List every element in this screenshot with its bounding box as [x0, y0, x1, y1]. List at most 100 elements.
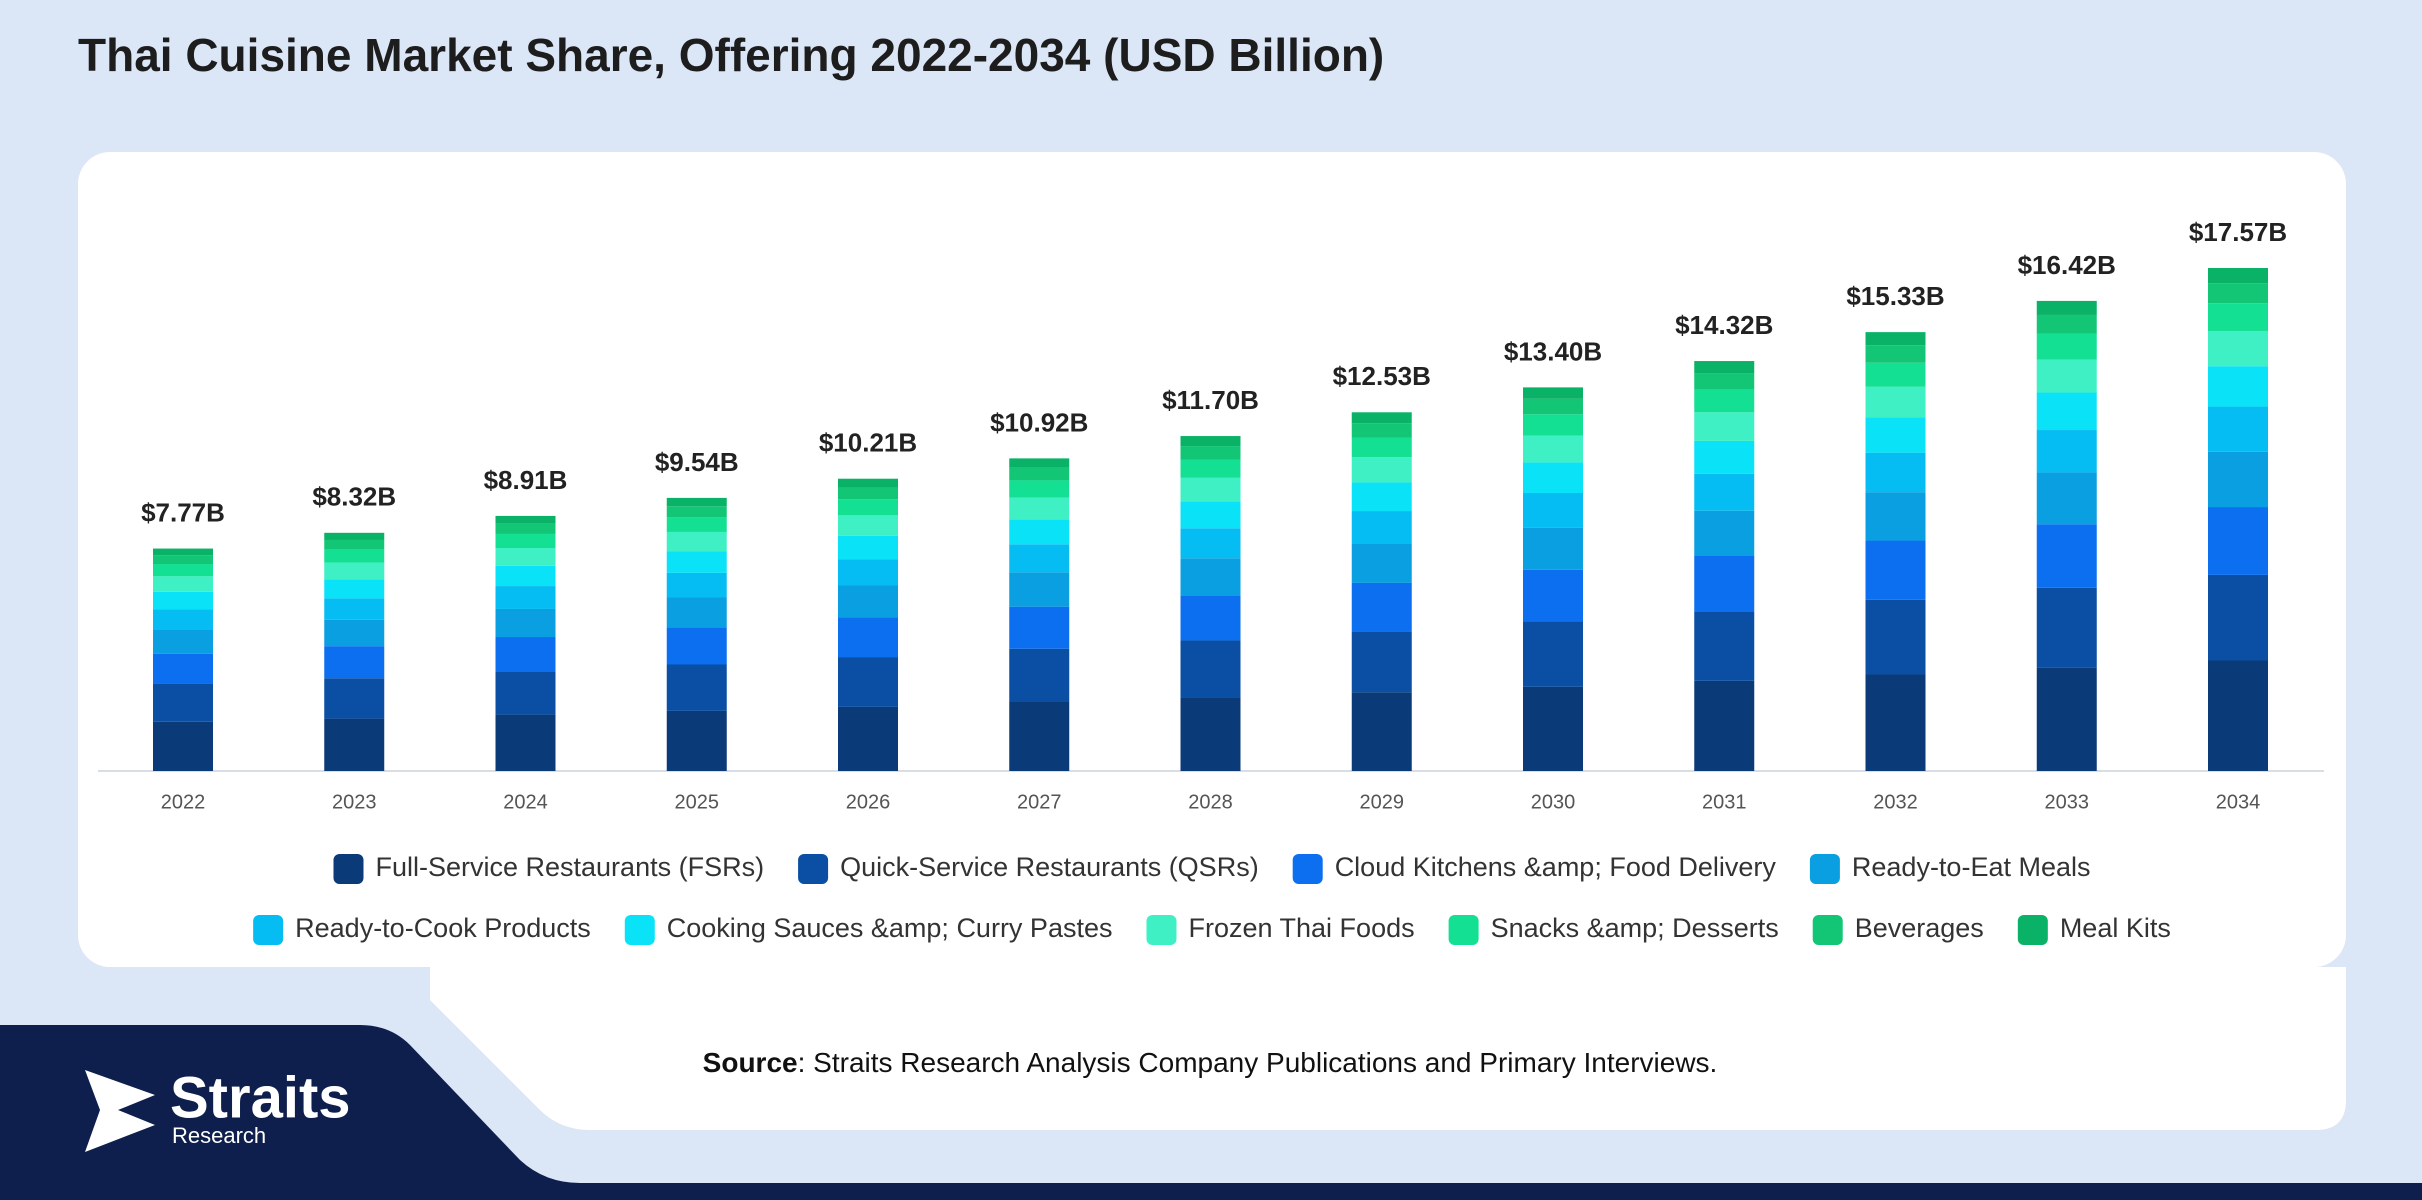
bar-segment: [1009, 480, 1070, 498]
bar-segment: [666, 506, 727, 518]
bar-segment: [1865, 345, 1926, 363]
x-tick-label: 2023: [332, 791, 377, 813]
bar-segment: [838, 499, 898, 516]
bar-segment: [1865, 362, 1926, 387]
legend-label: Cloud Kitchens &amp; Food Delivery: [1335, 852, 1777, 882]
bar-segment: [1351, 482, 1412, 512]
legend-label: Beverages: [1855, 913, 1984, 943]
legend-label: Snacks &amp; Desserts: [1491, 913, 1779, 943]
x-tick-label: 2027: [1017, 791, 1062, 813]
chart-title: Thai Cuisine Market Share, Offering 2022…: [78, 29, 1384, 81]
bar-segment: [1523, 462, 1583, 494]
legend-swatch: [1292, 854, 1323, 884]
source: Source: Straits Research Analysis Compan…: [703, 1047, 1718, 1078]
bar-segment: [1694, 440, 1755, 474]
bar-segment: [2208, 660, 2268, 771]
total-label: $8.91B: [484, 465, 568, 495]
bar-segment: [1180, 436, 1241, 447]
legend-swatch: [1809, 854, 1840, 884]
bar-segment: [1009, 519, 1070, 545]
footer-band: [0, 1025, 2422, 1200]
bar-segment: [2036, 667, 2097, 771]
x-tick-label: 2022: [161, 791, 206, 813]
bar-segment: [1351, 412, 1412, 424]
bar-segment: [1180, 697, 1241, 771]
bar-segment: [1523, 569, 1583, 622]
legend-label: Quick-Service Restaurants (QSRs): [840, 852, 1259, 882]
logo-name: Straits: [170, 1065, 351, 1130]
bar-segment: [1523, 398, 1583, 415]
bar-segment: [1523, 527, 1583, 570]
bar-segment: [1351, 692, 1412, 771]
bar-segment: [1180, 459, 1241, 478]
bar-segment: [1523, 686, 1583, 771]
bar-segment: [1351, 582, 1412, 632]
legend-label: Full-Service Restaurants (FSRs): [375, 852, 764, 882]
bar-segment: [324, 619, 385, 647]
bar-segment: [495, 608, 556, 638]
x-tick-label: 2025: [675, 791, 720, 813]
bar-segment: [1865, 492, 1926, 541]
bar-segment: [153, 591, 213, 610]
bar-segment: [1865, 540, 1926, 600]
total-label: $14.32B: [1675, 310, 1773, 340]
bar-segment: [1523, 435, 1583, 463]
bar-segment: [838, 617, 898, 658]
x-tick-label: 2032: [1873, 791, 1918, 813]
bar-segment: [1351, 423, 1412, 438]
bar-segment: [153, 576, 213, 592]
bar-segment: [2036, 524, 2097, 588]
legend-label: Ready-to-Cook Products: [295, 913, 591, 943]
bar-segment: [2208, 366, 2268, 407]
bar-segment: [1009, 648, 1070, 703]
bar-segment: [495, 565, 556, 587]
legend-swatch: [624, 915, 655, 945]
bar-segment: [1865, 417, 1926, 453]
bar-segment: [2208, 330, 2268, 367]
legend-label: Meal Kits: [2060, 913, 2171, 943]
source-text: : Straits Research Analysis Company Publ…: [798, 1047, 1718, 1078]
bar-segment: [153, 564, 213, 577]
bar-segment: [153, 683, 213, 722]
bar-segment: [666, 597, 727, 628]
logo-sub: Research: [172, 1123, 266, 1148]
bar-segment: [838, 515, 898, 536]
bar-segment: [666, 497, 727, 507]
bar-segment: [666, 517, 727, 532]
bar-segment: [1009, 458, 1070, 468]
bar-segment: [2208, 574, 2268, 661]
source-panel: [430, 967, 2346, 1130]
bar-segment: [324, 532, 385, 540]
bar-segment: [495, 637, 556, 672]
bar-segment: [153, 629, 213, 654]
bar-segment: [495, 523, 556, 534]
legend-swatch: [798, 854, 829, 884]
bar-segment: [1523, 387, 1583, 399]
bar-segment: [1865, 332, 1926, 346]
bar-segment: [1694, 361, 1755, 374]
bar-segment: [1523, 621, 1583, 687]
bar-segment: [324, 646, 385, 679]
bar-segment: [838, 478, 898, 488]
legend-label: Cooking Sauces &amp; Curry Pastes: [667, 913, 1113, 943]
bar-segment: [1865, 386, 1926, 418]
bar-segment: [153, 721, 213, 771]
bar-segment: [324, 678, 385, 719]
bar-segment: [1351, 543, 1412, 583]
bar-segment: [1009, 606, 1070, 649]
bar-segment: [2208, 451, 2268, 508]
x-tick-label: 2024: [503, 791, 548, 813]
source-label: Source: [703, 1047, 798, 1078]
total-label: $10.92B: [990, 407, 1088, 437]
total-label: $10.21B: [819, 428, 917, 458]
bar-segment: [495, 547, 556, 566]
bar-segment: [1180, 640, 1241, 698]
bar-segment: [1694, 389, 1755, 413]
bar-segment: [1009, 467, 1070, 481]
bar-segment: [838, 535, 898, 560]
bar-segment: [1865, 674, 1926, 771]
bar-segment: [666, 572, 727, 598]
total-label: $17.57B: [2189, 217, 2287, 247]
bar-segment: [1180, 501, 1241, 529]
x-tick-label: 2029: [1360, 791, 1405, 813]
